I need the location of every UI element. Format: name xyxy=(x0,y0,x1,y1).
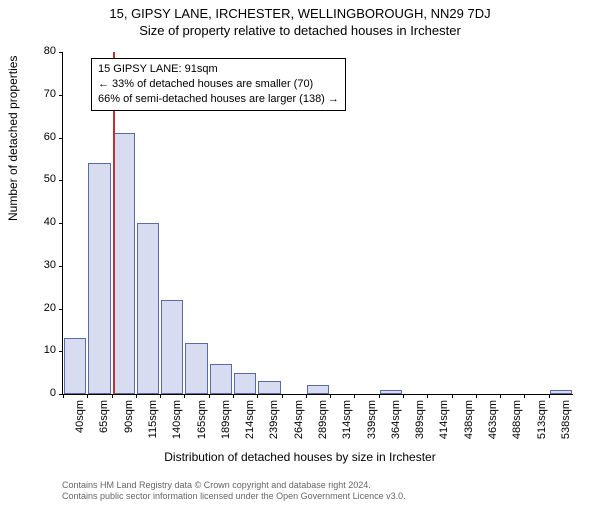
histogram-bar xyxy=(550,390,572,394)
histogram-bar xyxy=(258,381,280,394)
histogram-bar xyxy=(380,390,402,394)
xtick-label: 463sqm xyxy=(487,400,499,450)
xtick-mark xyxy=(257,394,258,398)
footer-attribution: Contains HM Land Registry data © Crown c… xyxy=(62,480,406,502)
histogram-bar xyxy=(234,373,256,394)
xtick-label: 414sqm xyxy=(438,400,450,450)
xtick-label: 165sqm xyxy=(196,400,208,450)
xtick-mark xyxy=(136,394,137,398)
annotation-line1: 15 GIPSY LANE: 91sqm xyxy=(98,62,339,77)
title-sub: Size of property relative to detached ho… xyxy=(0,23,600,38)
xtick-label: 214sqm xyxy=(244,400,256,450)
xtick-mark xyxy=(160,394,161,398)
xtick-label: 513sqm xyxy=(536,400,548,450)
xtick-label: 289sqm xyxy=(317,400,329,450)
xtick-mark xyxy=(209,394,210,398)
ytick-label: 20 xyxy=(26,302,56,314)
ytick-label: 10 xyxy=(26,344,56,356)
ytick-label: 70 xyxy=(26,88,56,100)
xtick-mark xyxy=(306,394,307,398)
histogram-bar xyxy=(210,364,232,394)
ytick-label: 60 xyxy=(26,131,56,143)
xtick-label: 65sqm xyxy=(98,400,110,450)
ytick-label: 30 xyxy=(26,259,56,271)
xtick-mark xyxy=(379,394,380,398)
xtick-label: 115sqm xyxy=(147,400,159,450)
ytick-mark xyxy=(59,95,63,96)
chart-container: 15, GIPSY LANE, IRCHESTER, WELLINGBOROUG… xyxy=(0,6,600,506)
histogram-bar xyxy=(161,300,183,394)
xtick-mark xyxy=(549,394,550,398)
xtick-label: 438sqm xyxy=(463,400,475,450)
footer-line2: Contains public sector information licen… xyxy=(62,491,406,502)
ytick-label: 40 xyxy=(26,216,56,228)
histogram-bar xyxy=(88,163,110,394)
annotation-box: 15 GIPSY LANE: 91sqm ← 33% of detached h… xyxy=(91,58,346,111)
annotation-line2: ← 33% of detached houses are smaller (70… xyxy=(98,77,339,92)
xtick-mark xyxy=(184,394,185,398)
ytick-mark xyxy=(59,351,63,352)
xtick-label: 364sqm xyxy=(390,400,402,450)
xtick-label: 189sqm xyxy=(220,400,232,450)
histogram-bar xyxy=(307,385,329,394)
ytick-mark xyxy=(59,52,63,53)
y-axis-label: Number of detached properties xyxy=(6,56,20,221)
xtick-label: 40sqm xyxy=(74,400,86,450)
xtick-label: 488sqm xyxy=(511,400,523,450)
xtick-label: 538sqm xyxy=(560,400,572,450)
xtick-mark xyxy=(233,394,234,398)
xtick-mark xyxy=(524,394,525,398)
xtick-mark xyxy=(330,394,331,398)
xtick-label: 339sqm xyxy=(366,400,378,450)
x-axis-label: Distribution of detached houses by size … xyxy=(0,450,600,464)
chart-area: 15 GIPSY LANE: 91sqm ← 33% of detached h… xyxy=(62,52,573,395)
xtick-mark xyxy=(452,394,453,398)
xtick-mark xyxy=(282,394,283,398)
xtick-mark xyxy=(476,394,477,398)
histogram-bar xyxy=(185,343,207,394)
xtick-mark xyxy=(403,394,404,398)
title-main: 15, GIPSY LANE, IRCHESTER, WELLINGBOROUG… xyxy=(0,6,600,21)
histogram-bar xyxy=(137,223,159,394)
xtick-label: 314sqm xyxy=(341,400,353,450)
xtick-label: 389sqm xyxy=(414,400,426,450)
ytick-label: 50 xyxy=(26,173,56,185)
xtick-mark xyxy=(63,394,64,398)
xtick-label: 239sqm xyxy=(268,400,280,450)
xtick-mark xyxy=(427,394,428,398)
ytick-mark xyxy=(59,266,63,267)
ytick-mark xyxy=(59,180,63,181)
ytick-label: 0 xyxy=(26,387,56,399)
footer-line1: Contains HM Land Registry data © Crown c… xyxy=(62,480,406,491)
xtick-label: 90sqm xyxy=(123,400,135,450)
xtick-mark xyxy=(500,394,501,398)
xtick-mark xyxy=(354,394,355,398)
ytick-mark xyxy=(59,309,63,310)
xtick-mark xyxy=(112,394,113,398)
histogram-bar xyxy=(113,133,135,394)
ytick-mark xyxy=(59,138,63,139)
ytick-label: 80 xyxy=(26,45,56,57)
xtick-label: 264sqm xyxy=(293,400,305,450)
xtick-label: 140sqm xyxy=(171,400,183,450)
ytick-mark xyxy=(59,223,63,224)
annotation-line3: 66% of semi-detached houses are larger (… xyxy=(98,92,339,107)
xtick-mark xyxy=(87,394,88,398)
histogram-bar xyxy=(64,338,86,394)
